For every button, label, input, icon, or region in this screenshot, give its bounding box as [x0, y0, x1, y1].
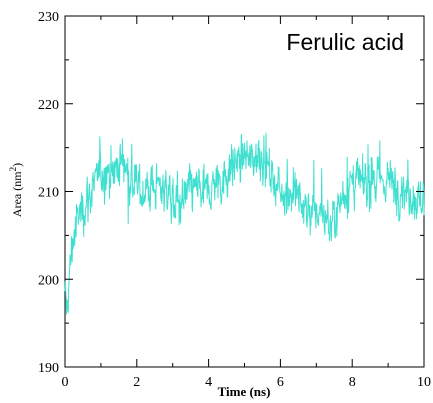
- tick-label-layer: 0 2 4 6 8 10 190 200 210 220 230: [38, 10, 431, 390]
- x-tick-label: 2: [133, 375, 140, 390]
- x-tick-label: 6: [277, 375, 284, 390]
- x-tick-label: 0: [62, 375, 69, 390]
- y-tick-label: 210: [38, 186, 59, 201]
- series-layer: [64, 132, 425, 315]
- y-axis-label: Area (nm2): [8, 163, 24, 217]
- y-axis-label-main: Area (nm: [10, 171, 24, 217]
- y-tick-label: 220: [38, 98, 59, 113]
- x-tick-label: 8: [349, 375, 356, 390]
- x-tick-label: 10: [417, 375, 431, 390]
- x-tick-label: 4: [205, 375, 212, 390]
- y-axis-label-superscript: 2: [8, 167, 18, 172]
- x-axis-label: Time (ns): [218, 384, 271, 399]
- y-tick-label: 200: [38, 273, 59, 288]
- chart-annotation: Ferulic acid: [286, 29, 404, 55]
- y-tick-label: 190: [38, 361, 59, 376]
- y-tick-label: 230: [38, 10, 59, 25]
- tick-layer: [64, 15, 425, 368]
- y-axis-label-close: ): [10, 163, 24, 167]
- series-line: [64, 132, 425, 315]
